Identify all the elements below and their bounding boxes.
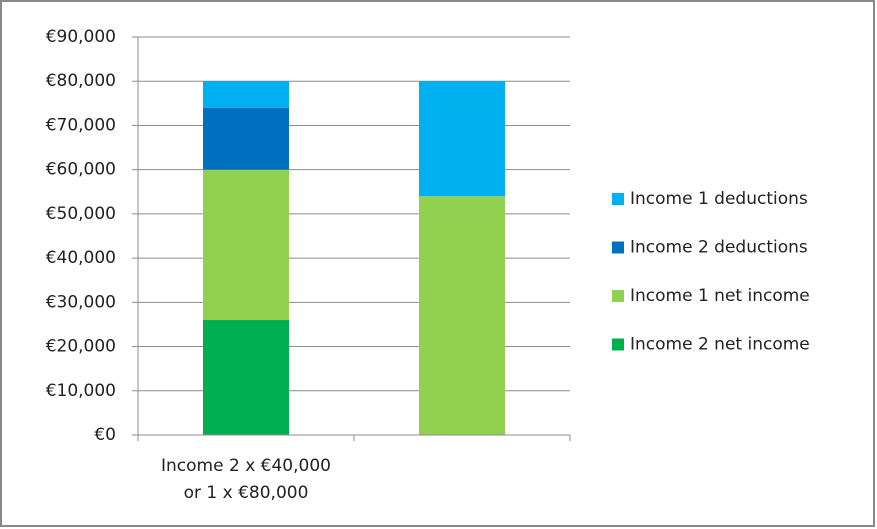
legend-swatch [612, 193, 624, 205]
y-tick-label: €30,000 [46, 292, 116, 312]
legend-label: Income 1 net income [630, 286, 810, 306]
y-tick-label: €50,000 [46, 204, 116, 224]
y-tick-label: €90,000 [46, 27, 116, 47]
bar-segment [419, 196, 505, 435]
bar-segment [203, 320, 289, 435]
bar-segment [203, 107, 289, 170]
y-tick-label: €60,000 [46, 160, 116, 180]
y-tick-label: €80,000 [46, 71, 116, 91]
y-tick-label: €40,000 [46, 248, 116, 268]
legend-swatch [612, 241, 624, 254]
legend-label: Income 2 deductions [630, 238, 808, 258]
legend-swatch [612, 290, 624, 302]
y-tick-label: €20,000 [46, 337, 116, 357]
legend-label: Income 2 net income [630, 335, 810, 355]
bar-segment [419, 81, 505, 197]
y-tick-label: €0 [94, 425, 116, 445]
legend-label: Income 1 deductions [630, 189, 808, 209]
legend-swatch [612, 338, 624, 351]
bar-segment [203, 81, 289, 108]
y-tick-label: €10,000 [46, 381, 116, 401]
bar-segment [203, 169, 289, 321]
y-tick-label: €70,000 [46, 115, 116, 135]
x-tick-label: Income 2 x €40,000 or 1 x €80,000 [161, 456, 331, 503]
